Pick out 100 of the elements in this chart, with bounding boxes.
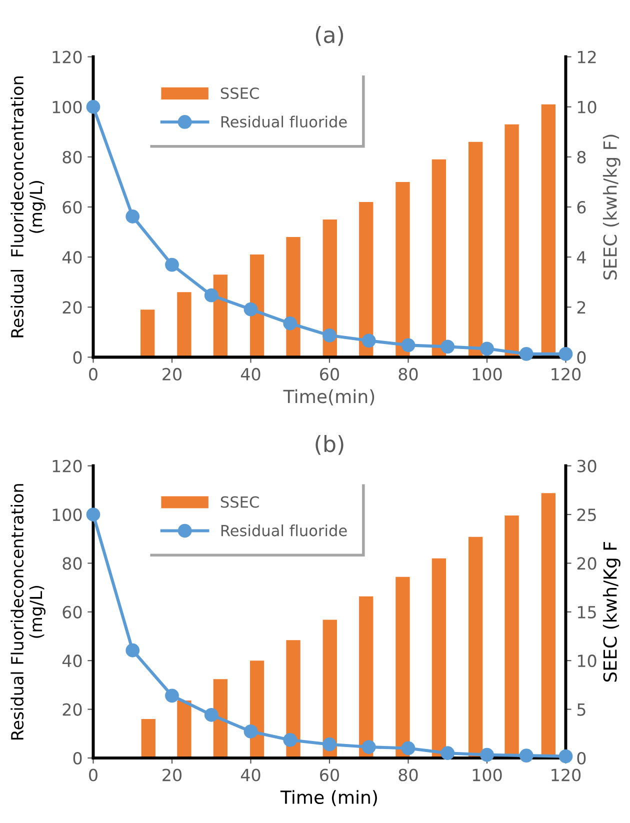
y-tick-label: 80 [62,557,82,570]
y2-tick-label: 5 [577,703,586,716]
y2-tick-label: 10 [578,654,596,668]
bar [432,558,446,758]
point [440,746,455,760]
point [519,748,534,762]
y-tick-label: 120 [52,50,82,64]
bar [468,536,483,758]
bar [177,700,192,758]
x-tick-label: 60 [320,768,339,782]
legend-label: Residual fluoride [221,116,347,128]
x-tick-label: 120 [552,368,581,380]
point [126,643,140,658]
y-tick-label: 120 [52,460,82,472]
bar [250,660,264,758]
y2-tick-label: 20 [577,557,596,570]
point [126,210,140,224]
point [244,302,258,316]
bar [177,292,192,358]
bar [504,124,519,358]
x-tick-label: 40 [240,368,260,380]
x-tick-label: 0 [89,368,98,380]
y-tick-label: 100 [52,100,82,114]
y-tick-label: 20 [62,703,82,716]
point [440,340,455,354]
point [86,100,100,114]
legend-label: SSEC [220,496,259,508]
y2-tick-label: 10 [578,100,596,114]
y-tick-label: 80 [62,150,82,164]
bar [322,620,337,758]
y2-tick-label: 2 [577,301,586,314]
point [204,288,218,302]
y-tick-label: 60 [62,606,82,618]
bar [322,220,337,358]
y2-tick-label: 25 [577,508,596,522]
point [401,338,416,352]
y2-tick-label: 12 [578,50,596,64]
point [322,328,336,342]
y2-tick-label: 30 [577,460,596,472]
bar [468,142,483,358]
bar [432,159,446,358]
y-tick-label: 100 [52,508,82,522]
bar [213,274,228,358]
y-axis-title: Residual Fluorideconcentration (mg/L) [10,484,46,740]
bar [541,104,556,358]
x-tick-label: 20 [162,368,182,380]
bar [359,202,374,358]
x-tick-label: 0 [89,768,98,782]
x-tick-label: 100 [472,768,502,782]
chart-title: (b) [316,435,344,455]
bar [286,640,300,758]
x-axis-title: Time (min) [280,790,377,806]
x-tick-label: 80 [398,368,418,380]
point [519,346,534,361]
y2-tick-label: 0 [577,351,586,364]
y2-axis-title: SEEC (kwh/kg F) [602,134,620,280]
chart-title: (a) [316,26,344,46]
legend-label: SSEC [220,87,259,100]
point [165,688,179,703]
y2-tick-label: 4 [576,251,586,264]
x-axis-title: Time(min) [283,389,374,406]
point [480,342,494,356]
bar [250,254,264,358]
x-tick-label: 20 [162,768,182,782]
legend-label: Residual fluoride [221,524,347,536]
y2-tick-label: 15 [578,606,596,618]
point [322,737,336,752]
bar [140,310,155,358]
bar [213,679,228,758]
bar [396,576,410,758]
y-tick-label: 40 [62,251,82,264]
point [558,346,573,361]
y-tick-label: 40 [62,654,82,668]
y-axis-title: Residual Fluorideconcentration (mg/L) [10,76,46,338]
x-tick-label: 40 [240,768,260,782]
point [362,334,376,348]
bar [141,719,156,758]
y2-tick-label: 8 [577,150,586,164]
point [401,741,416,756]
y-tick-label: 0 [73,351,82,364]
point [283,316,298,330]
x-tick-label: 120 [552,768,581,782]
y2-tick-label: 6 [577,200,586,214]
y2-axis-title: SEEC (kwh/Kg F [602,542,620,682]
x-tick-label: 100 [472,368,502,380]
point [86,508,100,522]
point [244,724,258,738]
point [362,740,376,754]
bar [359,596,374,758]
point [558,749,573,764]
y-tick-label: 0 [73,752,82,765]
y-tick-label: 20 [62,301,82,314]
bar [286,237,300,358]
point [480,748,494,762]
point [204,708,218,722]
y2-tick-label: 0 [577,752,586,765]
x-tick-label: 60 [320,368,339,380]
bar [396,182,410,358]
point [165,258,179,272]
y-tick-label: 60 [62,200,82,214]
